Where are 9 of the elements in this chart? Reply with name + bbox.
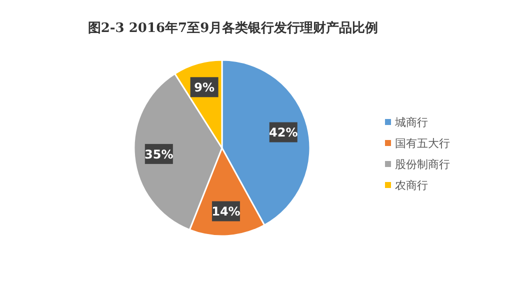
legend-label: 农商行 (395, 179, 428, 192)
data-label: 42% (269, 126, 298, 140)
legend-label: 股份制商行 (395, 158, 450, 171)
data-label: 35% (144, 147, 174, 162)
data-label: 9% (194, 80, 215, 95)
chart-title: 图2-3 2016年7至9月各类银行发行理财产品比例 (88, 20, 378, 36)
data-label: 14% (212, 204, 240, 219)
legend-label: 国有五大行 (395, 137, 450, 150)
legend-label: 城商行 (394, 116, 428, 129)
